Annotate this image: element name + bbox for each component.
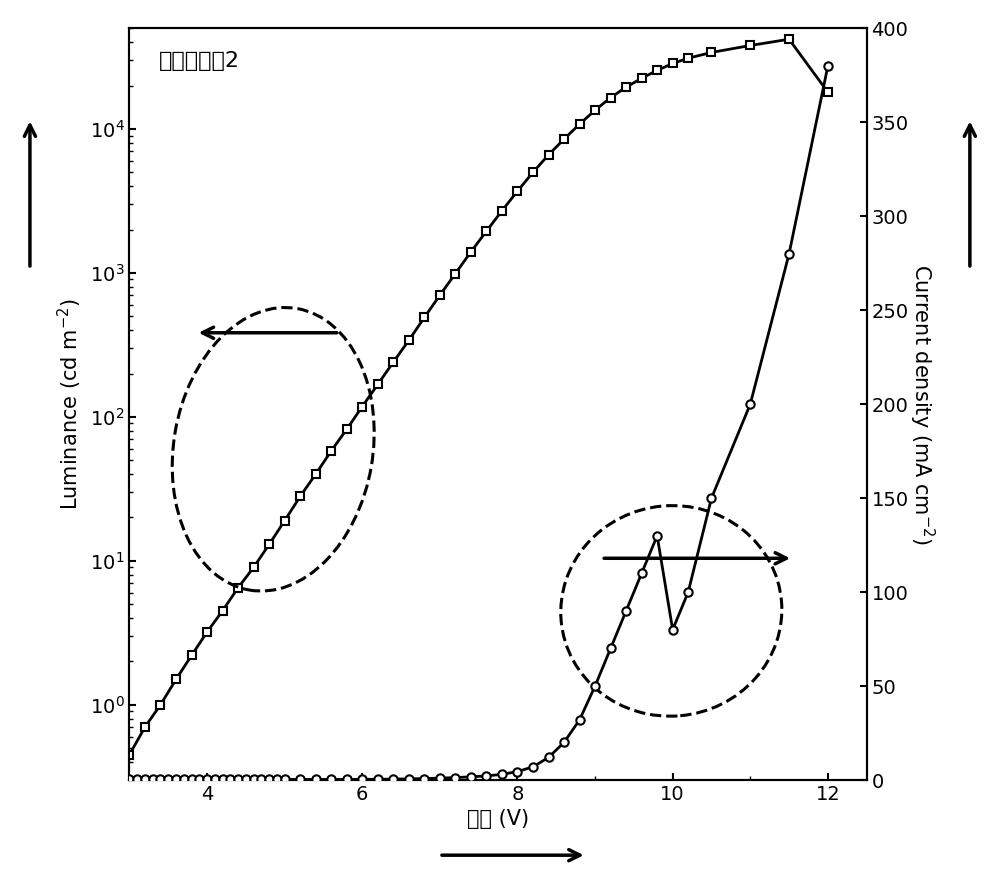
- X-axis label: 电压 (V): 电压 (V): [467, 809, 529, 829]
- Y-axis label: Luminance (cd m$^{-2}$): Luminance (cd m$^{-2}$): [56, 298, 84, 510]
- Y-axis label: Current density (mA cm$^{-2}$): Current density (mA cm$^{-2}$): [907, 263, 936, 545]
- Text: 器件实施例2: 器件实施例2: [159, 51, 240, 71]
